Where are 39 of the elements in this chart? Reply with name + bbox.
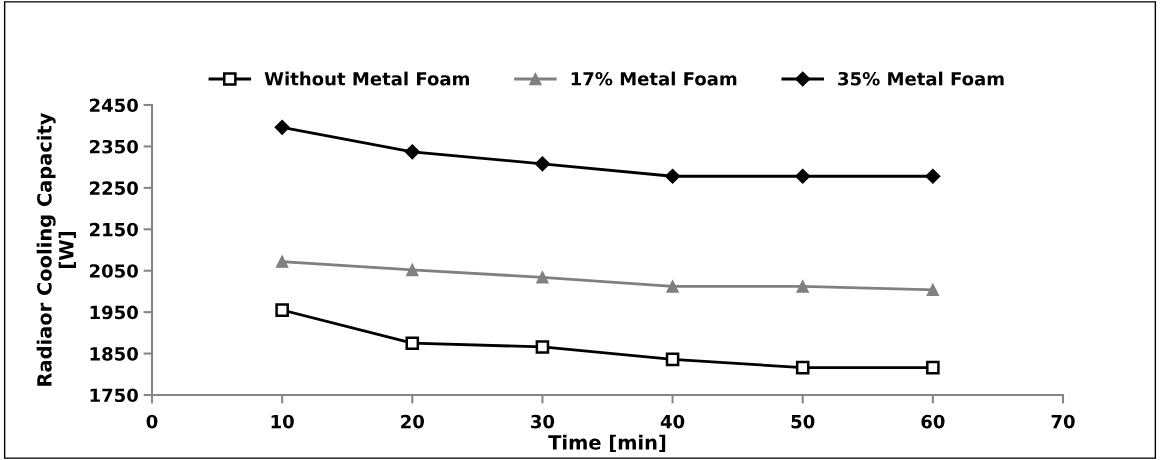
- legend-label: Without Metal Foam: [264, 71, 469, 86]
- point: [926, 360, 940, 375]
- point: [534, 156, 550, 172]
- y-tick-label: 1750: [90, 388, 138, 403]
- point: [275, 303, 289, 317]
- x-tick-label: 20: [401, 414, 424, 429]
- y-tick-label: 2050: [89, 264, 138, 278]
- point: [795, 360, 810, 375]
- point: [796, 280, 809, 293]
- point: [665, 352, 680, 367]
- point: [795, 168, 811, 184]
- point: [275, 255, 289, 268]
- legend-label: 35% Metal Foam: [838, 71, 1004, 86]
- point: [535, 340, 550, 354]
- legend-label: 17% Metal Foam: [571, 71, 737, 86]
- x-axis-title: Time [min]: [548, 434, 666, 453]
- y-tick-label: 1950: [90, 305, 138, 320]
- x-tick-label: 60: [921, 414, 945, 429]
- point: [406, 263, 419, 277]
- y-tick-label: 1850: [90, 347, 138, 361]
- y-axis-title: Radiaor Cooling Capacity [W]: [36, 112, 76, 386]
- x-tick-label: 50: [791, 414, 815, 429]
- y-tick-label: 2350: [89, 139, 138, 154]
- y-tick-label: 2250: [89, 181, 138, 195]
- x-tick-label: 40: [660, 414, 685, 429]
- point: [925, 168, 941, 184]
- y-tick-label: 2150: [89, 222, 138, 237]
- point: [926, 283, 940, 297]
- y-tick-label: 2450: [89, 98, 138, 113]
- point: [536, 271, 549, 284]
- point: [404, 144, 420, 160]
- x-tick-label: 30: [531, 414, 555, 429]
- x-tick-label: 10: [271, 414, 294, 429]
- x-tick-label: 70: [1051, 414, 1075, 429]
- x-tick-label: 0: [146, 414, 158, 429]
- point: [666, 280, 679, 293]
- point: [274, 119, 290, 135]
- point: [405, 336, 420, 351]
- point: [665, 168, 681, 184]
